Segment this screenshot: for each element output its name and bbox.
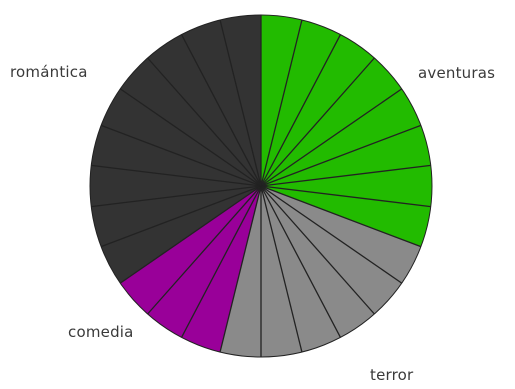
segment-divider: [100, 124, 262, 187]
segment-divider: [260, 185, 431, 208]
segment-divider: [119, 185, 262, 284]
segment-divider: [260, 57, 375, 187]
slice-label-terror: terror: [370, 366, 414, 384]
segment-divider: [260, 34, 342, 187]
segment-divider: [119, 88, 262, 187]
segment-divider: [260, 124, 422, 187]
segment-divider: [260, 185, 342, 338]
slice-label-comedia: comedia: [68, 323, 134, 341]
pie-slice-romantica: [89, 15, 261, 284]
segment-divider: [260, 19, 303, 187]
slice-label-aventuras: aventuras: [418, 64, 496, 82]
pie-segment-dividers: [89, 14, 433, 358]
segment-divider: [260, 185, 303, 353]
segment-divider: [147, 185, 262, 315]
segment-divider: [260, 185, 422, 248]
segment-divider: [180, 185, 262, 338]
segment-divider: [260, 164, 431, 187]
pie-outline: [89, 14, 433, 358]
pie-slice-terror: [220, 186, 421, 357]
segment-divider: [91, 185, 262, 208]
segment-divider: [100, 185, 262, 248]
segment-divider: [219, 19, 262, 187]
segment-divider: [147, 57, 262, 187]
segment-divider: [91, 164, 262, 187]
slice-label-romantica: romántica: [10, 63, 88, 81]
segment-divider: [219, 185, 262, 353]
segment-divider: [260, 185, 375, 315]
segment-divider: [180, 34, 262, 187]
segment-divider: [260, 88, 403, 187]
pie-slice-comedia: [120, 186, 262, 353]
segment-divider: [260, 185, 403, 284]
